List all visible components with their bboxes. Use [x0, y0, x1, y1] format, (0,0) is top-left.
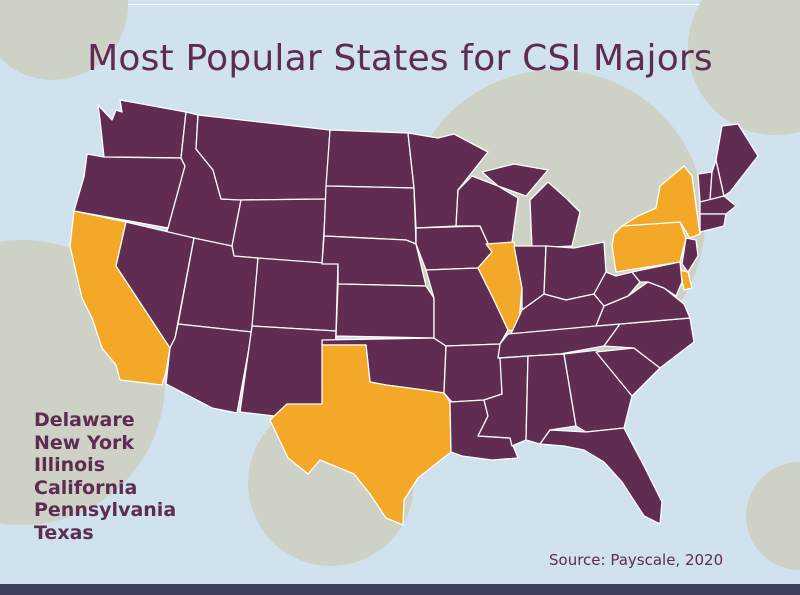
state-texas [269, 344, 452, 526]
state-massachusetts [699, 195, 737, 215]
state-wyoming [231, 198, 327, 265]
top-rule [40, 4, 785, 5]
state-maine [715, 123, 759, 197]
state-florida [539, 427, 663, 525]
state-iowa [415, 225, 493, 271]
state-shapes [69, 99, 759, 526]
state-arkansas [443, 343, 503, 403]
state-kansas [335, 283, 435, 339]
states-legend: Delaware New York Illinois California Pe… [34, 409, 176, 545]
state-delaware [679, 269, 693, 291]
source-caption: Source: Payscale, 2020 [549, 551, 724, 569]
legend-item: Illinois [34, 454, 106, 477]
state-north-dakota [325, 129, 415, 189]
legend-item: Pennsylvania [34, 499, 177, 522]
state-new-jersey [681, 237, 699, 273]
state-michigan-upper [481, 163, 549, 197]
legend-item: Texas [34, 521, 94, 544]
state-arizona [165, 323, 253, 414]
state-connecticut-ri [699, 213, 727, 233]
bottom-bar [0, 584, 800, 595]
state-colorado [251, 257, 339, 332]
state-new-york [621, 165, 701, 239]
state-south-dakota [323, 185, 417, 245]
state-nebraska [321, 235, 427, 287]
map-title: Most Popular States for CSI Majors [87, 38, 713, 80]
legend-item: California [34, 476, 138, 499]
legend-item: New York [34, 431, 135, 454]
state-michigan [529, 181, 581, 249]
state-washington [97, 99, 187, 159]
state-maryland [631, 261, 683, 297]
legend-item: Delaware [34, 409, 135, 431]
